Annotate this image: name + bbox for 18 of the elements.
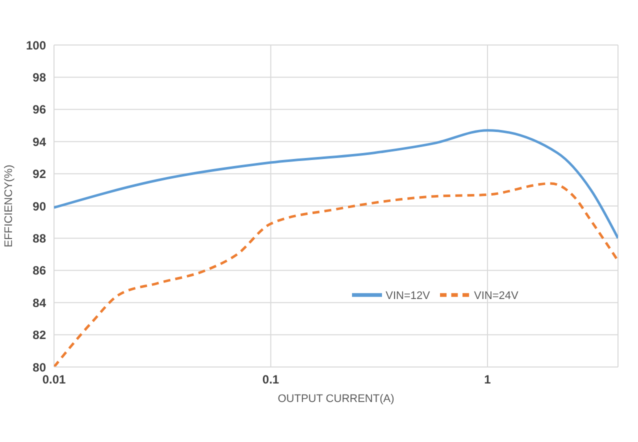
y-tick-label: 82 xyxy=(32,328,46,342)
y-tick-label: 80 xyxy=(32,360,46,374)
y-tick-label: 96 xyxy=(32,102,46,117)
y-tick-label: 84 xyxy=(32,296,46,310)
x-tick-label: 0.01 xyxy=(42,372,66,387)
y-tick-label: 100 xyxy=(26,38,46,52)
y-tick-label: 88 xyxy=(32,231,46,246)
x-tick-label: 1 xyxy=(484,372,492,387)
x-tick-label: 0.1 xyxy=(262,372,280,387)
y-tick-label: 86 xyxy=(32,264,46,278)
y-tick-label: 92 xyxy=(32,167,46,182)
y-tick-label: 98 xyxy=(32,70,46,84)
y-axis-title: EFFICIENCY(%) xyxy=(2,164,15,248)
y-tick-label: 94 xyxy=(32,134,46,149)
legend-label: VIN=12V xyxy=(386,290,430,302)
y-tick-label: 90 xyxy=(32,199,46,214)
legend-label: VIN=24V xyxy=(474,290,518,302)
x-axis-title: OUTPUT CURRENT(A) xyxy=(278,393,394,405)
